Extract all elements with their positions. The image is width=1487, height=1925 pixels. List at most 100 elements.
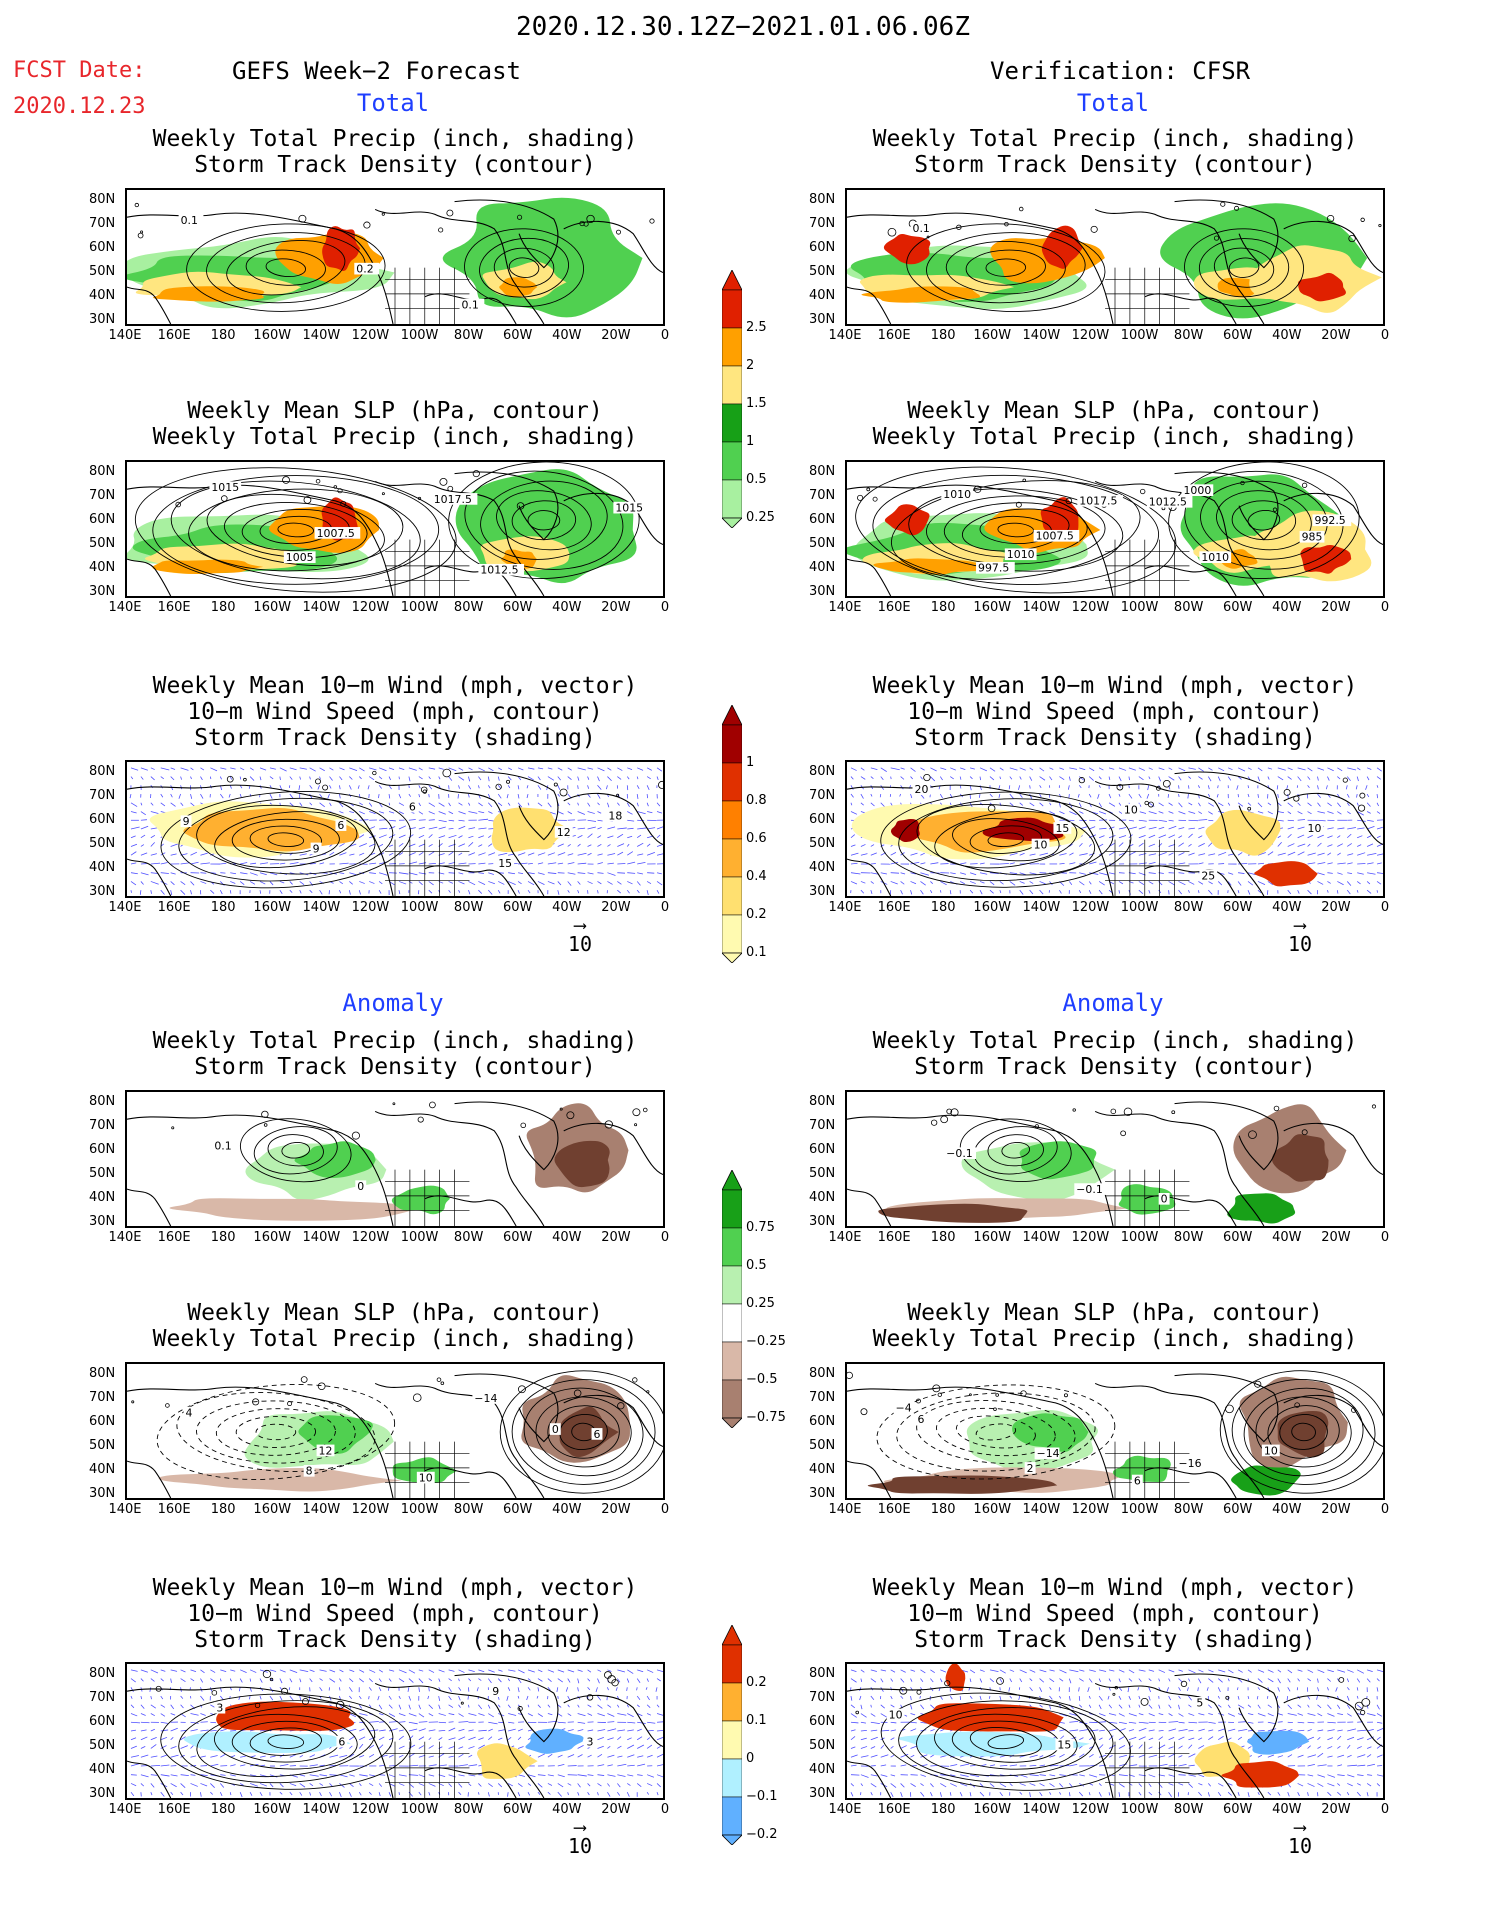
gefs-slp_tot-panel: 1015 1007.5 1012.5 1015 1005 1017.5	[125, 460, 665, 598]
contour-label: 20	[912, 783, 931, 796]
lon-tick-label: 60W	[503, 1502, 533, 1517]
coastline	[127, 768, 663, 896]
contour-label: 0.2	[354, 263, 380, 276]
colorbar-label: 0.25	[746, 510, 775, 525]
svg-text:9: 9	[313, 842, 320, 855]
state-borders	[385, 539, 470, 596]
lon-tick-label: 60W	[1223, 1502, 1253, 1517]
lon-tick-label: 160E	[157, 328, 191, 343]
precip-shading	[1040, 497, 1079, 540]
lon-tick-label: 140E	[828, 1230, 862, 1245]
lon-tick-label: 0	[660, 1802, 670, 1817]
contour-label: 12	[316, 1444, 335, 1457]
lon-tick-label: 160E	[877, 600, 911, 615]
panel-title-line: Weekly Total Precip (inch, shading)	[152, 1326, 638, 1352]
coastline	[847, 199, 1383, 324]
lat-tick-label: 30N	[809, 884, 836, 899]
lon-tick-label: 80W	[1173, 1230, 1204, 1245]
lon-tick-label: 60W	[1223, 900, 1253, 915]
svg-text:−14: −14	[474, 1392, 497, 1405]
lon-tick-label: 180	[930, 900, 956, 915]
lon-tick-label: 120W	[1071, 1802, 1110, 1817]
contour-label: 6	[1131, 1475, 1143, 1487]
contour-label: −16	[1176, 1457, 1202, 1470]
lon-tick-label: 40W	[552, 600, 582, 615]
contour-label: 1010	[1199, 551, 1232, 564]
storm-total-colorbar	[721, 704, 743, 967]
svg-text:1010: 1010	[1201, 551, 1229, 564]
panel-title-line: 10−m Wind Speed (mph, contour)	[187, 699, 603, 725]
svg-text:6: 6	[337, 819, 344, 832]
lat-tick-label: 70N	[89, 1690, 116, 1705]
lat-tick-label: 50N	[809, 836, 836, 851]
storm-density	[917, 1703, 1064, 1732]
svg-text:10: 10	[1124, 804, 1138, 817]
lon-tick-label: 60W	[503, 600, 533, 615]
lon-tick-label: 140W	[302, 328, 341, 343]
lat-tick-label: 40N	[89, 560, 116, 575]
contour-lines	[134, 467, 457, 593]
lon-tick-label: 180	[930, 600, 956, 615]
anomaly-shading	[158, 1467, 402, 1492]
lon-tick-label: 180	[930, 1230, 956, 1245]
contour-label: 6	[336, 1736, 348, 1749]
lon-tick-label: 140W	[1022, 1502, 1061, 1517]
panel-title-line: Weekly Mean 10−m Wind (mph, vector)	[872, 673, 1358, 699]
svg-text:3: 3	[216, 1702, 223, 1715]
lon-tick-label: 120W	[351, 1502, 390, 1517]
lon-tick-label: 140E	[828, 1502, 862, 1517]
svg-text:1000: 1000	[1183, 484, 1211, 497]
contour-label: 10	[416, 1472, 435, 1484]
colorbar-label: −0.5	[746, 1372, 778, 1387]
contour-label: 0	[355, 1180, 367, 1193]
colorbar-label: −0.2	[746, 1827, 778, 1842]
lat-tick-label: 40N	[89, 1190, 116, 1205]
anomaly-shading	[1227, 1193, 1296, 1224]
contour-label: 8	[303, 1465, 315, 1478]
lat-tick-label: 50N	[89, 1438, 116, 1453]
svg-text:1012.5: 1012.5	[1149, 496, 1187, 509]
svg-text:5: 5	[1196, 1697, 1203, 1710]
svg-text:8: 8	[306, 1465, 313, 1478]
lat-tick-label: 30N	[809, 1786, 836, 1801]
lat-tick-label: 70N	[89, 216, 116, 231]
fcst-date-value: 2020.12.23	[13, 94, 146, 119]
storm-density	[982, 817, 1064, 842]
lon-tick-label: 20W	[601, 1502, 631, 1517]
lon-tick-label: 160E	[157, 900, 191, 915]
lon-tick-label: 60W	[1223, 1802, 1253, 1817]
svg-text:0.2: 0.2	[356, 263, 373, 276]
lat-tick-label: 60N	[89, 1414, 116, 1429]
right-column-title: Verification: CFSR	[990, 57, 1251, 85]
svg-text:15: 15	[1055, 822, 1069, 835]
storm-density	[1247, 1730, 1310, 1755]
lon-tick-label: 100W	[1120, 900, 1159, 915]
gefs-prec_anom-panel: 0.1 0	[125, 1090, 665, 1228]
section-total-left: Total	[356, 89, 430, 117]
contour-label: 0.1	[178, 214, 204, 227]
lon-tick-label: 100W	[400, 1230, 439, 1245]
contour-lines	[1184, 228, 1305, 307]
state-borders	[1105, 839, 1190, 896]
storm-density	[183, 1731, 351, 1753]
lon-tick-label: 40W	[1272, 1230, 1302, 1245]
state-borders	[1105, 539, 1190, 596]
svg-text:−14: −14	[1037, 1447, 1060, 1460]
panel-title-line: 10−m Wind Speed (mph, contour)	[907, 1601, 1323, 1627]
panel-title-line: Storm Track Density (shading)	[914, 725, 1316, 751]
svg-text:985: 985	[1302, 531, 1323, 544]
contour-label: 3	[584, 1736, 596, 1749]
colorbar-label: 0.2	[746, 907, 767, 922]
lat-tick-label: 60N	[809, 512, 836, 527]
lat-tick-label: 70N	[89, 788, 116, 803]
lon-tick-label: 140E	[828, 1802, 862, 1817]
precip-shading	[873, 558, 985, 575]
precip-anom-colorbar	[721, 1169, 743, 1432]
lon-tick-label: 0	[1380, 900, 1390, 915]
precip-shading	[861, 286, 981, 303]
lon-tick-label: 120W	[1071, 1230, 1110, 1245]
lat-tick-label: 40N	[89, 860, 116, 875]
panel-title-line: Weekly Mean SLP (hPa, contour)	[907, 398, 1323, 424]
colorbar-label: 2.5	[746, 320, 767, 335]
anomaly-shading	[1112, 1455, 1171, 1483]
